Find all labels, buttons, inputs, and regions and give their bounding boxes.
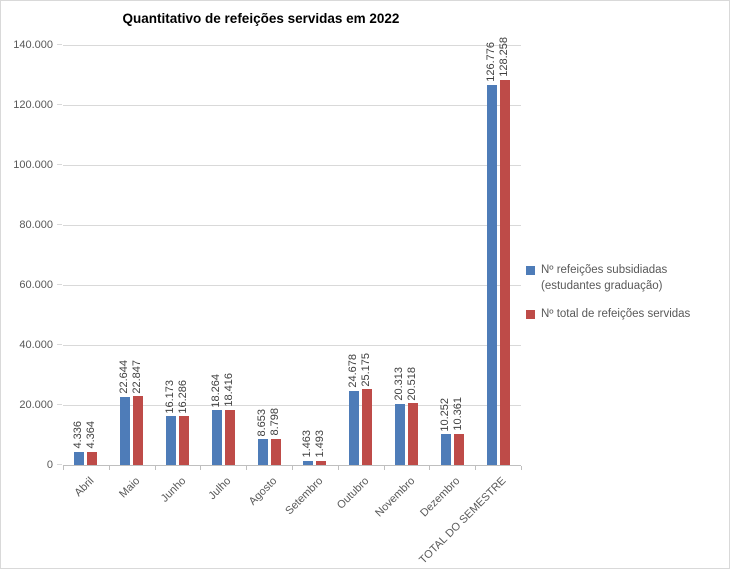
y-tick-label: 120.000	[13, 99, 53, 111]
y-tick-mark	[57, 464, 62, 465]
x-tick-label: Outubro	[334, 475, 372, 512]
bar	[486, 84, 497, 465]
data-label: 128.258	[497, 37, 510, 78]
bar	[440, 434, 451, 465]
data-label: 8.798	[268, 408, 281, 436]
y-tick-mark	[57, 104, 62, 105]
x-tick-label: Maio	[116, 475, 143, 501]
y-tick-mark	[57, 284, 62, 285]
x-tick-mark	[383, 466, 385, 470]
x-tick-label: Novembro	[372, 475, 417, 520]
legend-label: Nº total de refeições servidas	[541, 308, 691, 321]
bar	[224, 409, 235, 465]
x-tick-label: Dezembro	[418, 475, 463, 520]
y-tick-mark	[57, 224, 62, 225]
bar	[316, 460, 327, 465]
legend-item: Nº total de refeições servidas	[526, 307, 726, 323]
data-label: 18.416	[222, 373, 235, 407]
x-tick-mark	[475, 466, 477, 470]
x-tick-mark	[337, 466, 339, 470]
y-tick-label: 60.000	[19, 279, 53, 291]
y-tick-mark	[57, 164, 62, 165]
gridline	[63, 225, 521, 226]
gridline	[63, 45, 521, 46]
x-tick-mark	[246, 466, 248, 470]
x-tick-mark	[63, 466, 64, 470]
x-tick-label: Setembro	[283, 475, 326, 518]
x-tick-label: TOTAL DO SEMESTRE	[417, 475, 509, 567]
x-tick-mark	[429, 466, 431, 470]
chart-title: Quantitativo de refeições servidas em 20…	[122, 11, 400, 26]
data-label: 16.286	[177, 379, 189, 414]
data-label: 10.361	[451, 397, 464, 431]
bar	[362, 389, 373, 465]
gridline	[63, 405, 521, 406]
y-tick-label: 80.000	[19, 219, 53, 231]
y-tick-mark	[57, 404, 62, 405]
gridline	[63, 165, 521, 166]
x-tick-mark	[521, 466, 522, 470]
data-label: 126.776	[484, 41, 497, 82]
data-label: 1.463	[301, 430, 314, 458]
legend-label: Nº refeições subsidiadas (estudantes gra…	[541, 264, 668, 292]
data-label: 4.364	[85, 421, 98, 449]
data-label: 8.653	[255, 408, 268, 437]
gridline	[63, 345, 521, 346]
x-tick-label: Junho	[158, 475, 188, 505]
data-label: 16.173	[164, 379, 176, 414]
y-tick-label: 100.000	[13, 159, 53, 171]
x-tick-label: Julho	[206, 475, 234, 503]
x-tick-label: Agosto	[246, 475, 280, 508]
data-label: 20.313	[393, 367, 405, 402]
bar	[87, 451, 98, 465]
data-label: 20.518	[406, 366, 418, 401]
bar	[408, 403, 418, 465]
data-label: 22.847	[131, 359, 144, 394]
y-tick-label: 0	[46, 459, 53, 471]
y-tick-label: 140.000	[13, 39, 53, 51]
y-tick-label: 20.000	[19, 399, 53, 411]
legend: Nº refeições subsidiadas (estudantes gra…	[526, 263, 726, 336]
gridline	[63, 105, 521, 106]
bar	[395, 404, 405, 465]
bar	[303, 460, 314, 465]
legend-item: Nº refeições subsidiadas (estudantes gra…	[526, 263, 726, 294]
y-tick-label: 40.000	[19, 339, 53, 351]
bar	[257, 439, 268, 465]
data-label: 10.252	[438, 397, 451, 432]
data-label: 25.175	[360, 352, 373, 387]
data-label: 18.264	[209, 373, 222, 408]
x-tick-mark	[200, 466, 202, 470]
bar	[349, 390, 360, 465]
bar	[453, 433, 464, 465]
legend-marker	[526, 266, 535, 275]
plot-area: 4.336 4.364 22.644 22.847 16.173 16.286 18.264…	[63, 37, 521, 466]
bar	[270, 438, 281, 465]
legend-marker	[526, 310, 535, 320]
bar	[499, 80, 510, 465]
y-tick-mark	[57, 344, 62, 345]
bar	[166, 416, 176, 465]
x-tick-mark	[292, 466, 293, 470]
bar	[74, 452, 85, 465]
y-tick-mark	[57, 44, 62, 45]
bar	[133, 396, 144, 465]
data-label: 22.644	[118, 360, 131, 395]
data-label: 24.678	[347, 354, 360, 388]
bar	[211, 410, 222, 465]
bar	[120, 397, 131, 465]
gridline	[63, 285, 521, 286]
bar	[179, 416, 189, 465]
x-tick-label: Abril	[72, 475, 97, 500]
x-tick-mark	[108, 466, 110, 470]
data-label: 1.493	[314, 430, 327, 458]
x-tick-mark	[154, 466, 156, 470]
data-label: 4.336	[72, 421, 85, 449]
